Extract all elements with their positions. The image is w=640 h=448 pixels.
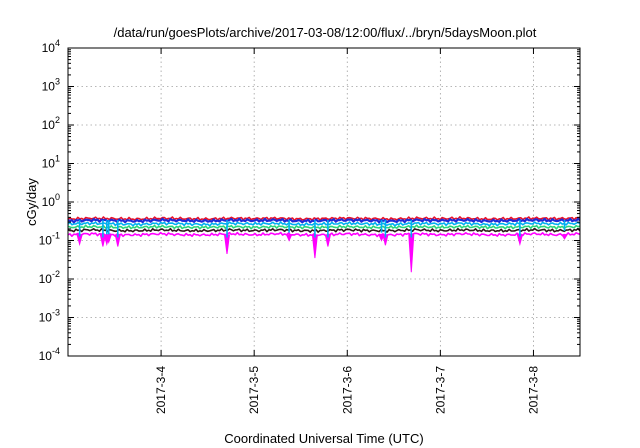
y-tick-exponent: 1 bbox=[55, 154, 60, 164]
y-tick-label: 102 bbox=[42, 115, 60, 132]
y-tick-base: 10 bbox=[39, 234, 53, 248]
y-tick-base: 10 bbox=[42, 41, 56, 55]
series-layer bbox=[67, 216, 581, 273]
dip-spike bbox=[285, 234, 293, 242]
grid-layer bbox=[68, 48, 580, 356]
y-tick-label: 100 bbox=[42, 192, 60, 209]
y-tick-label: 104 bbox=[42, 38, 60, 55]
series-line bbox=[67, 231, 581, 238]
x-tick-label: 2017-3-8 bbox=[526, 366, 540, 414]
y-tick-exponent: 0 bbox=[55, 192, 60, 202]
dip-spike bbox=[105, 234, 112, 244]
y-tick-exponent: 2 bbox=[55, 115, 60, 125]
series-line bbox=[67, 224, 581, 230]
y-tick-exponent: -4 bbox=[52, 346, 60, 356]
series-line bbox=[67, 217, 581, 224]
y-tick-base: 10 bbox=[42, 118, 56, 132]
series-line bbox=[67, 227, 581, 233]
x-tick-label: 2017-3-4 bbox=[154, 366, 168, 414]
y-tick-label: 10-1 bbox=[39, 231, 60, 248]
y-tick-exponent: -2 bbox=[52, 269, 60, 279]
y-tick-label: 10-3 bbox=[39, 308, 60, 325]
y-tick-label: 10-2 bbox=[39, 269, 60, 286]
y-tick-exponent: 3 bbox=[55, 77, 60, 87]
dip-spike bbox=[561, 234, 568, 240]
x-axis: 2017-3-4 2017-3-5 2017-3-6 2017-3-7 2017-3-8 bbox=[154, 48, 540, 414]
y-tick-label: 103 bbox=[42, 77, 60, 94]
y-tick-exponent: -3 bbox=[52, 308, 60, 318]
dip-spike bbox=[311, 234, 318, 259]
y-tick-base: 10 bbox=[39, 272, 53, 286]
x-tick-label: 2017-3-5 bbox=[247, 366, 261, 414]
y-tick-label: 101 bbox=[42, 154, 60, 171]
x-tick-label: 2017-3-7 bbox=[433, 366, 447, 414]
y-tick-base: 10 bbox=[39, 349, 53, 363]
x-axis-label: Coordinated Universal Time (UTC) bbox=[224, 431, 423, 446]
dip-spike bbox=[408, 234, 415, 273]
y-tick-base: 10 bbox=[42, 157, 56, 171]
chart-title: /data/run/goesPlots/archive/2017-03-08/1… bbox=[114, 25, 537, 40]
y-tick-base: 10 bbox=[42, 195, 56, 209]
x-tick-label: 2017-3-6 bbox=[340, 366, 354, 414]
y-tick-exponent: -1 bbox=[52, 231, 60, 241]
y-tick-base: 10 bbox=[42, 80, 56, 94]
y-tick-base: 10 bbox=[39, 311, 53, 325]
series-line bbox=[67, 221, 581, 227]
y-axis-label: cGy/day bbox=[24, 178, 39, 226]
dip-spike bbox=[223, 234, 231, 254]
series-line bbox=[67, 216, 581, 222]
y-tick-exponent: 4 bbox=[55, 38, 60, 48]
y-tick-label: 10-4 bbox=[39, 346, 60, 363]
